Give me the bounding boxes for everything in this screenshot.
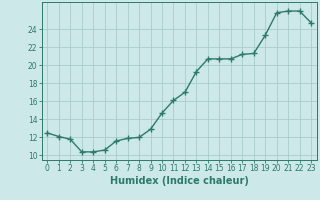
- X-axis label: Humidex (Indice chaleur): Humidex (Indice chaleur): [110, 176, 249, 186]
